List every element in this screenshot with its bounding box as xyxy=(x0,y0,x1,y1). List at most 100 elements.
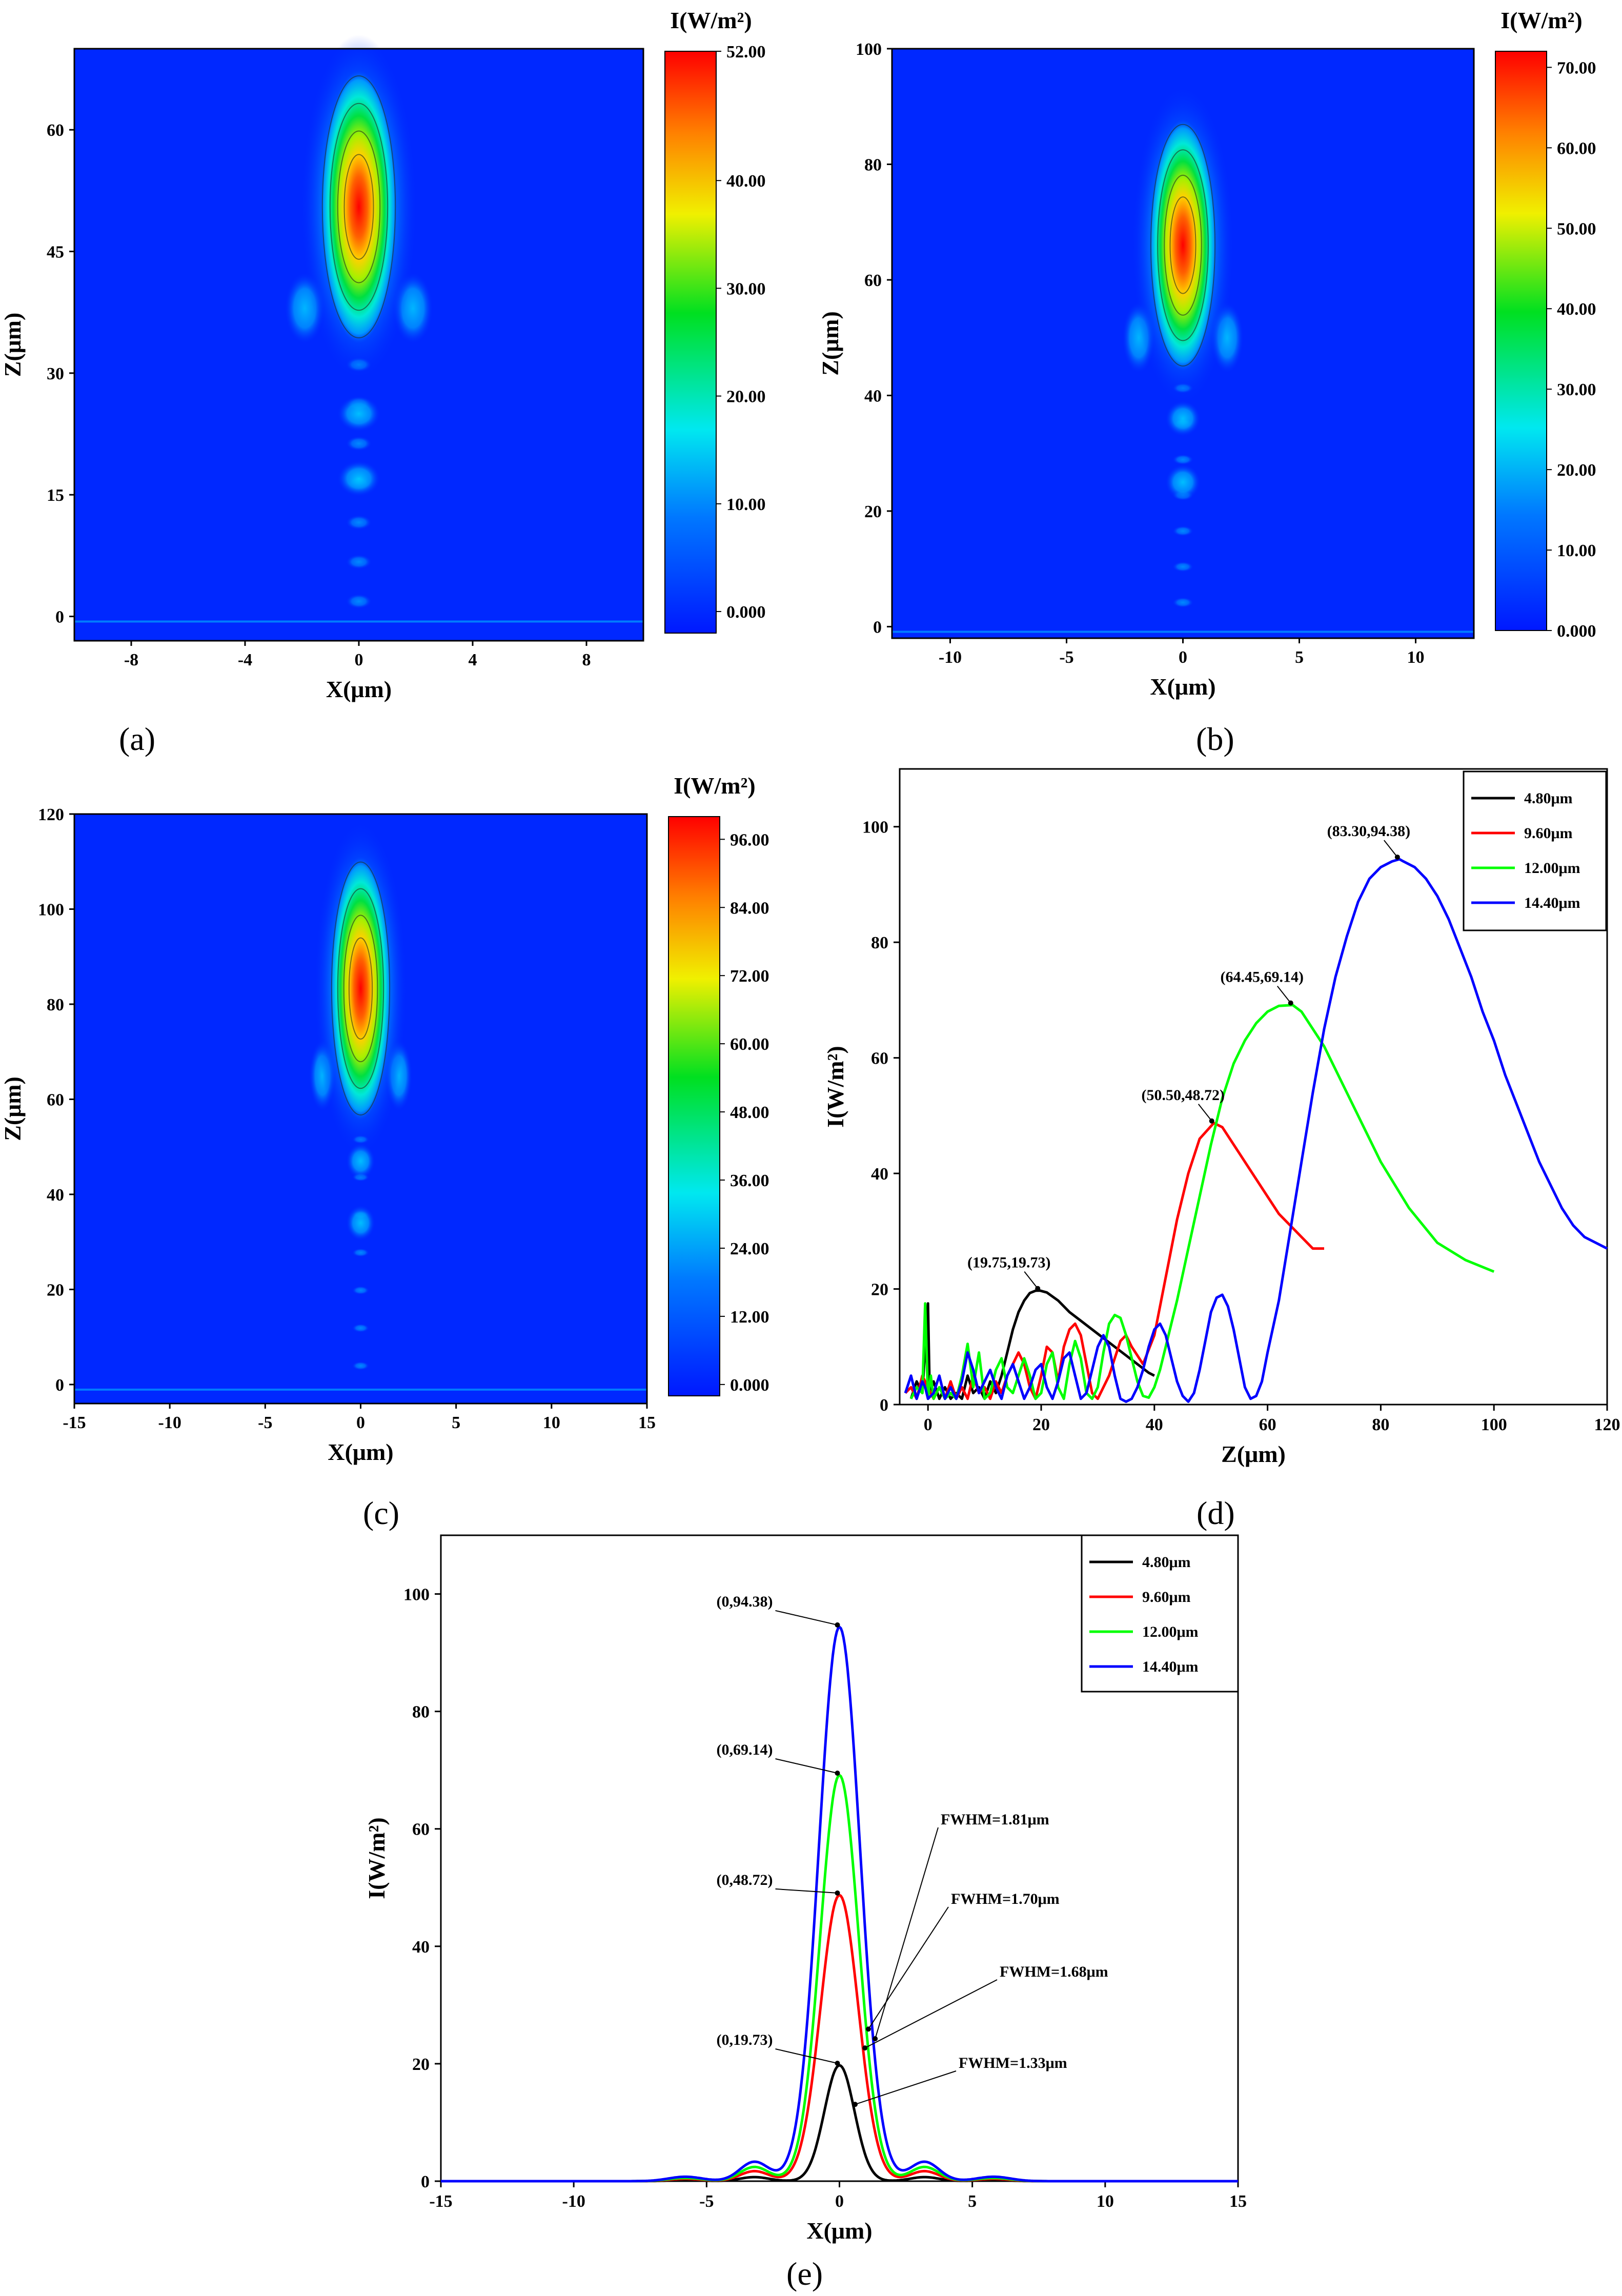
colorbar-tick-label: 60.00 xyxy=(1557,139,1596,158)
panel-label-b: (b) xyxy=(1196,721,1234,757)
x-tick-label: -4 xyxy=(238,651,252,669)
x-tick-label: 5 xyxy=(968,2192,977,2211)
x-tick-label: 5 xyxy=(452,1413,460,1432)
contour-line xyxy=(331,861,391,1116)
annotation-arrow xyxy=(1384,840,1398,858)
x-tick-label: 60 xyxy=(1259,1415,1276,1434)
annotation-arrow xyxy=(1198,1104,1212,1122)
y-tick-label: 120 xyxy=(38,805,64,824)
panel-label-e: (e) xyxy=(786,2256,823,2292)
y-tick-label: 20 xyxy=(412,2055,430,2074)
annotation-arrowhead xyxy=(835,1890,840,1896)
y-axis-label: Z(μm) xyxy=(817,311,843,376)
y-tick-label: 80 xyxy=(47,995,64,1014)
colorbar-tick-label: 12.00 xyxy=(730,1308,769,1327)
fwhm-label: FWHM=1.70μm xyxy=(951,1891,1060,1907)
colorbar xyxy=(668,816,720,1396)
x-tick-label: 100 xyxy=(1481,1415,1507,1434)
x-tick-label: 0 xyxy=(355,651,363,669)
x-tick-label: -15 xyxy=(63,1413,86,1432)
axial-lobe xyxy=(1172,525,1193,537)
y-tick-label: 60 xyxy=(412,1820,430,1839)
panel-c: -15 -10 -5 0 5 10 15 0 20 40 60 80 100 120 X(μm) Z(μm) I… xyxy=(0,773,769,1531)
y-axis-label: Z(μm) xyxy=(0,313,26,377)
annotation-arrowhead xyxy=(1209,1118,1214,1124)
axial-lobe xyxy=(352,1286,370,1295)
x-tick-label: 80 xyxy=(1372,1415,1389,1434)
annotation-arrowhead xyxy=(835,1622,840,1628)
y-tick-label: 80 xyxy=(412,1703,430,1722)
annotation-label: (0,69.14) xyxy=(717,1741,773,1758)
colorbar-tick-label: 70.00 xyxy=(1557,58,1596,77)
colorbar-tick-label: 20.00 xyxy=(1557,461,1596,480)
axial-lobe xyxy=(346,594,372,609)
focal-spot xyxy=(320,69,397,345)
x-tick-label: 0 xyxy=(1179,648,1187,667)
focal-spot xyxy=(330,855,392,1122)
series-line-4.80μm xyxy=(909,1289,1155,1400)
contour-line xyxy=(329,103,389,311)
series-line-14.40μm xyxy=(904,858,1608,1403)
x-tick-label: -5 xyxy=(699,2192,714,2211)
panel-b: -10 -5 0 5 10020406080100X(μm)Z(μm)I(W/m²)70… xyxy=(817,7,1596,757)
axial-lobe xyxy=(352,1248,370,1257)
annotation-arrow xyxy=(1024,1271,1039,1289)
x-tick-label: 120 xyxy=(1594,1415,1620,1434)
legend-entry: 12.00μm xyxy=(1524,860,1580,877)
x-tick-label: 8 xyxy=(582,651,591,669)
fwhm-arrowhead xyxy=(865,2026,871,2032)
colorbar xyxy=(664,51,717,634)
y-tick-label: 0 xyxy=(55,608,64,627)
colorbar-tick-label: 24.00 xyxy=(730,1240,769,1258)
panel-label-c: (c) xyxy=(363,1495,399,1531)
x-tick-label: 0 xyxy=(924,1415,932,1434)
x-tick-label: 40 xyxy=(1146,1415,1163,1434)
fwhm-label: FWHM=1.81μm xyxy=(941,1811,1049,1828)
colorbar-tick-label: 84.00 xyxy=(730,899,769,918)
colorbar-label: I(W/m²) xyxy=(1501,7,1582,33)
annotation-arrowhead xyxy=(835,1771,840,1776)
axial-lobe xyxy=(1165,464,1201,500)
lineplot-e: -15 -10 -5 0 5 10 15 0 20 40 60 80 100 X(μm) I(W/m²) (0… xyxy=(363,1534,1247,2244)
annotation-label: (83.30,94.38) xyxy=(1327,823,1410,840)
y-tick-label: 80 xyxy=(871,933,888,952)
x-tick-label: -10 xyxy=(562,2192,585,2211)
contour-line xyxy=(337,130,381,283)
annotation-arrow xyxy=(775,1888,838,1894)
x-tick-label: 10 xyxy=(1097,2192,1114,2211)
legend-entry: 4.80μm xyxy=(1524,790,1573,807)
colorbar-tick-label: 40.00 xyxy=(1557,300,1596,319)
colorbar-tick-label: 30.00 xyxy=(726,279,766,298)
axial-lobe xyxy=(352,1362,370,1370)
x-tick-label: 15 xyxy=(1229,2192,1247,2211)
colorbar-tick-label: 30.00 xyxy=(1557,380,1596,399)
y-tick-label: 0 xyxy=(873,618,882,637)
heatmap-c: -15 -10 -5 0 5 10 15 0 20 40 60 80 100 120 X(μm) Z(μm) I… xyxy=(0,773,769,1465)
colorbar-tick-label: 50.00 xyxy=(1557,219,1596,238)
x-tick-label: 20 xyxy=(1032,1415,1050,1434)
axial-lobe xyxy=(346,436,372,451)
fwhm-label: FWHM=1.33μm xyxy=(959,2055,1067,2071)
fwhm-arrow xyxy=(855,2070,957,2105)
x-axis-label: X(μm) xyxy=(1150,674,1215,700)
annotation-label: (0,48.72) xyxy=(717,1872,773,1888)
axial-lobe xyxy=(337,460,380,497)
colorbar-tick-label: 48.00 xyxy=(730,1103,769,1122)
colorbar-tick-label: 10.00 xyxy=(726,495,766,514)
axial-lobe xyxy=(346,1205,375,1241)
x-axis-label: X(μm) xyxy=(326,676,392,702)
colorbar-tick-label: 36.00 xyxy=(730,1171,769,1190)
colorbar-tick-label: 60.00 xyxy=(730,1035,769,1054)
heatmap-b: -10 -5 0 5 10020406080100X(μm)Z(μm)I(W/m²)70… xyxy=(817,7,1596,700)
heatmap-a: -8 -4 0 4 8 0 15 30 45 60 X(μm) Z(μm) I(W/m²) 52.00 40… xyxy=(0,7,766,702)
y-tick-label: 0 xyxy=(55,1376,64,1395)
contour-line xyxy=(1150,124,1216,367)
colorbar-tick-label: 96.00 xyxy=(730,830,769,849)
annotation-label: (19.75,19.73) xyxy=(967,1254,1050,1271)
y-tick-label: 30 xyxy=(47,364,64,383)
y-tick-label: 40 xyxy=(412,1938,430,1957)
x-tick-label: -5 xyxy=(258,1413,272,1432)
colorbar-label: I(W/m²) xyxy=(674,773,755,799)
axial-lobe xyxy=(1165,401,1201,437)
